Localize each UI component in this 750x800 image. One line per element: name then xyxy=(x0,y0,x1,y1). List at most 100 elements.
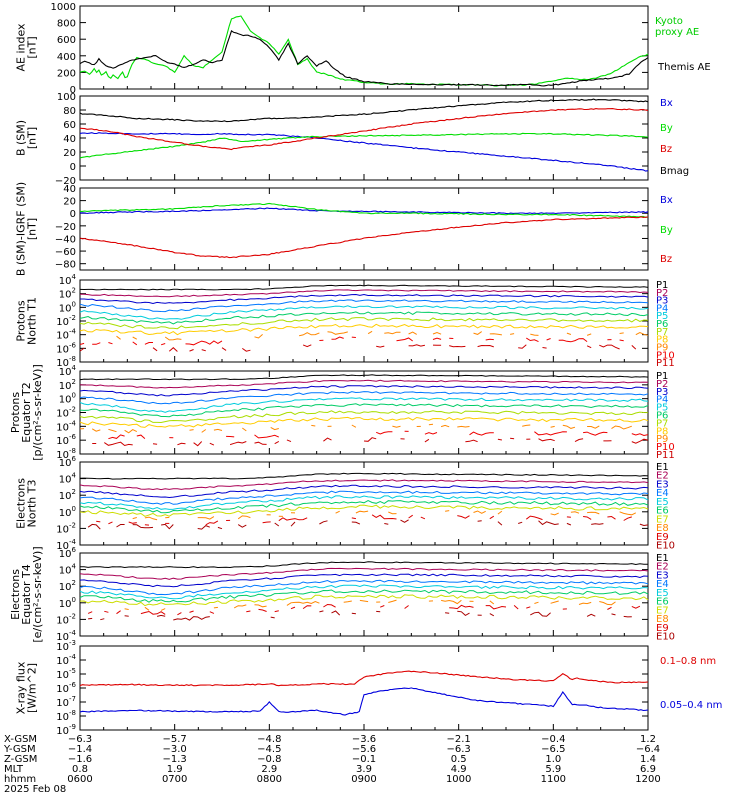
ephemeris-row-label: hhmm xyxy=(4,774,36,785)
series-line-p10 xyxy=(583,431,608,436)
series-line-p2 xyxy=(79,379,649,389)
series-line-p11 xyxy=(465,439,478,443)
legend-entry: Bz xyxy=(660,144,672,155)
series-line-e10 xyxy=(497,521,503,526)
series-line-p11 xyxy=(497,438,502,441)
series-line-p9 xyxy=(189,429,194,431)
series-line-p9 xyxy=(586,333,592,336)
panel-frame xyxy=(79,187,649,271)
series-line-e8 xyxy=(578,601,592,605)
legend-entry: P6 xyxy=(656,411,668,422)
series-line-e10 xyxy=(156,614,166,617)
legend-entry: P11 xyxy=(656,358,675,369)
legend-entry: P2 xyxy=(656,288,668,299)
series-line-p11 xyxy=(221,347,227,351)
series-line-p10 xyxy=(619,339,624,342)
series-line-p10 xyxy=(485,338,494,341)
series-line-p9 xyxy=(408,331,417,335)
y-axis-label: ProtonsNorth T1 xyxy=(15,297,39,345)
y-tick-label: 400 xyxy=(57,52,76,63)
series-line-p11 xyxy=(518,344,527,349)
series-line-e8 xyxy=(570,511,580,514)
y-tick-label: 100 xyxy=(59,392,76,406)
ephemeris-value-mlt: 5.9 xyxy=(545,764,561,775)
panel-electrons_t4: 10-4 10-2 100 102 104 106 ElectronsEquator T4[… xyxy=(9,546,675,643)
legend-entry: Kyoto proxy AE xyxy=(655,16,699,38)
legend-entry: E5 xyxy=(656,588,669,599)
series-line-e8 xyxy=(124,608,129,610)
series-line-p11 xyxy=(408,344,426,347)
ephemeris-value-zgsm: −0.8 xyxy=(257,754,281,765)
series-line-p5 xyxy=(79,305,649,320)
series-line-e8 xyxy=(144,606,150,611)
series-line-p11 xyxy=(376,345,385,348)
panel-frame xyxy=(79,95,649,181)
y-axis-label: AE index[nT] xyxy=(15,23,39,72)
y-tick-label: 102 xyxy=(59,378,76,392)
y-tick-label: 10-3 xyxy=(56,639,76,653)
legend-entry: E10 xyxy=(656,632,675,643)
y-tick-label: 0 xyxy=(70,162,76,173)
ephemeris-row-label: X-GSM xyxy=(4,734,37,745)
series-line-e9 xyxy=(408,514,413,519)
y-tick-label: 40 xyxy=(63,184,76,195)
series-line-e2 xyxy=(79,479,649,491)
series-line-e5 xyxy=(79,495,649,510)
series-line-p10 xyxy=(185,340,223,346)
series-line-e8 xyxy=(213,606,218,609)
series-line-p11 xyxy=(152,443,158,445)
y-tick-label: 102 xyxy=(59,488,76,502)
series-line-p9 xyxy=(619,332,624,334)
series-line-e9 xyxy=(209,611,215,614)
y-tick-label: 102 xyxy=(59,287,76,301)
series-line-e4 xyxy=(79,490,649,505)
series-line-e8 xyxy=(388,511,397,515)
panel-frame xyxy=(79,645,649,731)
series-line-p9 xyxy=(457,425,470,428)
panel-frame xyxy=(79,5,649,90)
legend-entry: P10 xyxy=(656,350,675,361)
series-line-e9 xyxy=(351,517,356,520)
legend-entry: E4 xyxy=(656,488,669,499)
series-line-e9 xyxy=(140,610,166,615)
ephemeris-value-hhmm: 1000 xyxy=(446,774,471,785)
ephemeris-value-hhmm: 0600 xyxy=(67,774,92,785)
series-line-e9 xyxy=(371,514,397,520)
series-line-p11 xyxy=(209,442,215,446)
series-line-e10 xyxy=(100,618,105,621)
panel-frame xyxy=(79,461,649,546)
series-line-p9 xyxy=(108,428,117,433)
series-line-p11 xyxy=(302,344,312,348)
legend-entry: P5 xyxy=(656,403,668,414)
ephemeris-value-ygsm: −3.0 xyxy=(163,744,187,755)
series-line-e9 xyxy=(457,515,470,519)
series-line-e9 xyxy=(380,605,385,608)
ephemeris-value-hhmm: 0700 xyxy=(162,774,187,785)
series-line-p10 xyxy=(108,434,125,440)
series-line-e8 xyxy=(489,600,495,605)
series-line-e10 xyxy=(400,519,409,523)
series-line-e3 xyxy=(79,484,649,499)
series-line-e9 xyxy=(87,611,93,614)
legend-entry: Bx xyxy=(660,195,673,206)
series-line-by xyxy=(79,132,649,159)
series-line-e10 xyxy=(173,616,210,621)
series-line-e8 xyxy=(254,604,267,608)
legend-entry: P7 xyxy=(656,327,668,338)
series-line-p3 xyxy=(80,293,649,305)
legend-entry: P1 xyxy=(656,280,668,291)
series-line-e10 xyxy=(270,616,275,619)
ephemeris-value-xgsm: −0.4 xyxy=(541,734,565,745)
series-line-e10 xyxy=(623,615,632,618)
series-line-p11 xyxy=(424,438,430,443)
series-line-p10 xyxy=(136,434,146,439)
series-line-e3 xyxy=(79,573,649,588)
series-line-p9 xyxy=(440,424,450,428)
series-line-p10 xyxy=(254,434,280,439)
series-line-e9 xyxy=(290,606,296,610)
series-line-p10 xyxy=(424,432,438,435)
series-line-e8 xyxy=(355,510,369,514)
y-tick-label: 10-6 xyxy=(56,681,76,695)
series-line-p11 xyxy=(254,441,267,445)
